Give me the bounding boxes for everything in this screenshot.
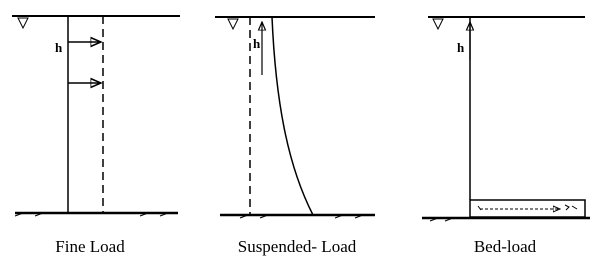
depth-label: h (55, 40, 63, 55)
caption: Bed-load (474, 237, 537, 256)
panel-fine-load: h (12, 16, 180, 216)
concentration-profile (272, 17, 313, 215)
caption: Suspended- Load (238, 237, 357, 256)
water-symbol (433, 19, 443, 29)
depth-label: h (253, 36, 261, 51)
water-symbol (18, 18, 28, 28)
water-symbol (228, 19, 238, 29)
diagram: h h h Fine Load Suspended- Load Bed-load (0, 0, 597, 264)
panel-bed-load: h (422, 17, 590, 221)
panel-suspended-load: h (215, 17, 375, 218)
page: h h h Fine Load Suspended- Load Bed-load… (0, 0, 597, 264)
caption: Fine Load (55, 237, 125, 256)
depth-label: h (457, 40, 465, 55)
